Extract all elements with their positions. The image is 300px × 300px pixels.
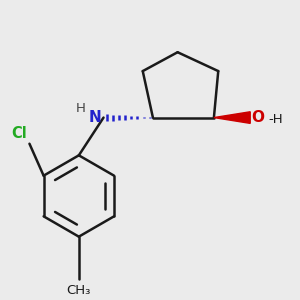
Text: -H: -H: [268, 112, 283, 125]
Text: CH₃: CH₃: [67, 284, 91, 297]
Text: H: H: [76, 102, 86, 116]
Text: O: O: [252, 110, 265, 125]
Text: Cl: Cl: [11, 126, 27, 141]
Text: N: N: [88, 110, 101, 125]
Polygon shape: [214, 112, 250, 123]
